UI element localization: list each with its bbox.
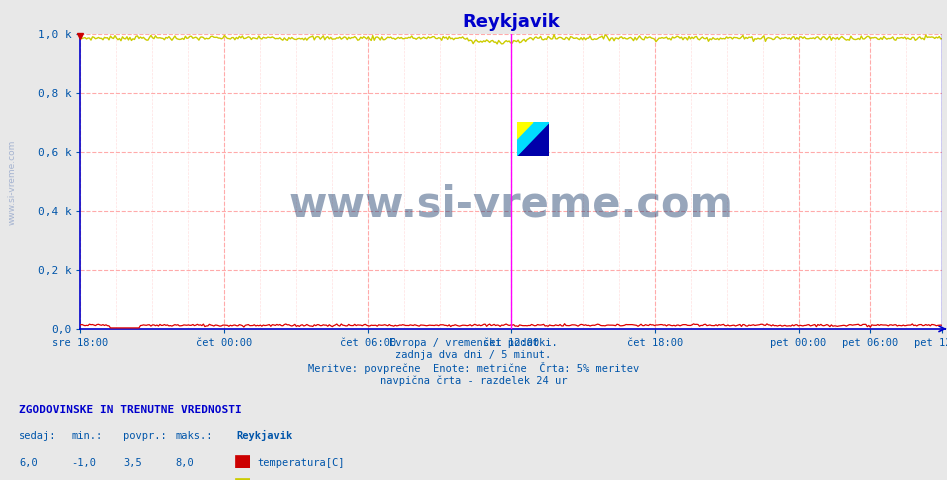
Bar	[516, 122, 533, 139]
Polygon shape	[516, 122, 549, 156]
Text: Reykjavik: Reykjavik	[237, 430, 293, 441]
Text: -1,0: -1,0	[71, 457, 96, 468]
Text: 8,0: 8,0	[175, 457, 194, 468]
Text: sedaj:: sedaj:	[19, 431, 57, 441]
Polygon shape	[516, 122, 533, 139]
Text: Evropa / vremenski podatki.
zadnja dva dni / 5 minut.
Meritve: povprečne  Enote:: Evropa / vremenski podatki. zadnja dva d…	[308, 338, 639, 386]
Text: 3,5: 3,5	[123, 457, 142, 468]
Polygon shape	[516, 122, 549, 156]
Title: Reykjavik: Reykjavik	[462, 12, 561, 31]
Text: www.si-vreme.com: www.si-vreme.com	[8, 140, 17, 225]
Polygon shape	[516, 122, 549, 156]
Polygon shape	[516, 122, 533, 139]
Text: 6,0: 6,0	[19, 457, 38, 468]
Polygon shape	[516, 122, 549, 156]
Text: maks.:: maks.:	[175, 431, 213, 441]
Text: povpr.:: povpr.:	[123, 431, 167, 441]
Text: ZGODOVINSKE IN TRENUTNE VREDNOSTI: ZGODOVINSKE IN TRENUTNE VREDNOSTI	[19, 405, 241, 415]
Polygon shape	[516, 122, 549, 156]
Text: temperatura[C]: temperatura[C]	[258, 457, 345, 468]
Text: min.:: min.:	[71, 431, 102, 441]
Text: www.si-vreme.com: www.si-vreme.com	[289, 184, 734, 226]
